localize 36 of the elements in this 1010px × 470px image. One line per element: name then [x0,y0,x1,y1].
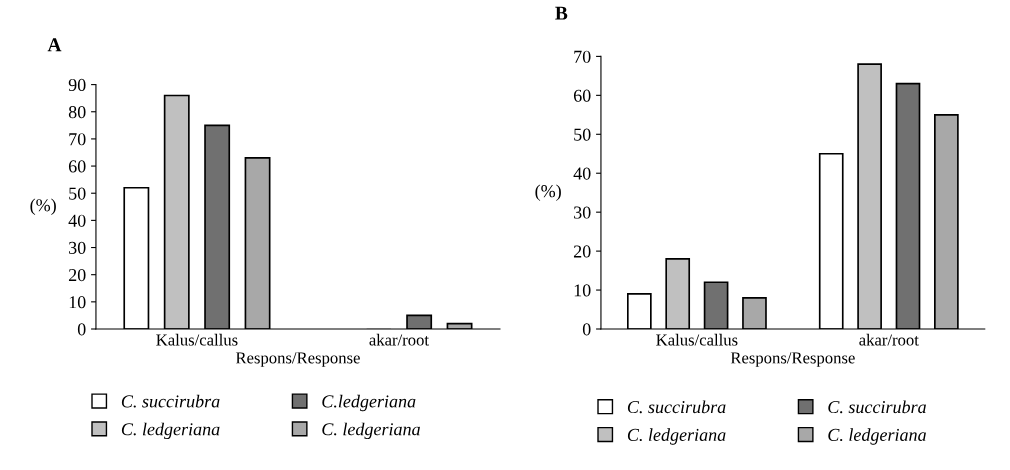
y-tick-label: 60 [573,89,591,102]
y-tick-label: 40 [573,167,591,180]
y-tick-label: 0 [77,323,86,336]
y-tick-label: 70 [69,133,86,146]
x-tick-label: Kalus/callus [656,333,738,346]
x-axis-title: Respons/Response [730,352,855,367]
y-tick-label: 80 [68,106,86,119]
y-tick-label: 90 [68,78,86,92]
chart-title: B [555,6,568,20]
legend-label: C. succirubra [627,400,726,414]
y-tick-label: 30 [69,241,86,254]
x-tick-label: akar/root [859,333,919,346]
legend-label: C. succirubra [121,394,220,408]
y-axis-title: (%) [30,198,56,215]
y-tick-label: 0 [582,323,591,336]
y-axis-title: (%) [535,184,561,201]
y-tick-label: 10 [69,296,86,309]
chart-title: A [47,38,62,52]
y-tick-label: 20 [573,245,591,258]
legend-label: C. succirubra [828,400,926,414]
y-tick-label: 60 [68,160,86,173]
x-axis-title: Respons/Response [235,352,360,367]
legend-label: C.ledgeriana [322,394,416,412]
y-tick-label: 70 [574,50,591,63]
legend-label: C. ledgeriana [627,428,726,445]
y-tick-label: 20 [68,268,86,282]
y-tick-label: 40 [68,214,86,227]
y-tick-label: 30 [574,206,591,219]
x-tick-label: akar/root [369,333,429,346]
y-tick-label: 50 [574,128,591,141]
legend-label: C. ledgeriana [121,422,220,440]
y-tick-label: 10 [574,284,591,297]
legend-label: C. ledgeriana [322,422,420,440]
x-tick-label: Kalus/callus [156,333,238,346]
y-tick-label: 50 [69,187,86,200]
legend-label: C. ledgeriana [828,428,926,445]
